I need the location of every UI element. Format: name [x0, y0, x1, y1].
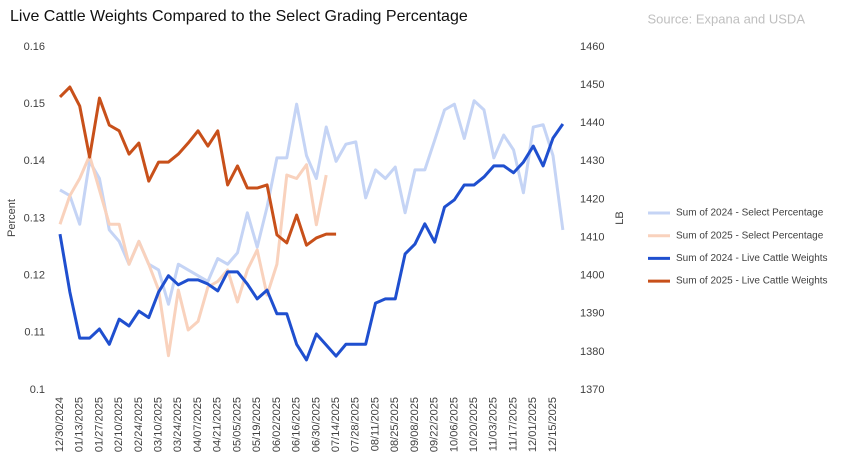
- x-tick-label: 12/30/2024: [54, 397, 66, 452]
- y2-tick-label: 1380: [580, 346, 604, 358]
- x-tick-label: 05/19/2025: [251, 397, 263, 452]
- x-tick-label: 05/05/2025: [231, 397, 243, 452]
- y-tick-label: 0.12: [24, 270, 45, 282]
- y2-tick-label: 1370: [580, 384, 604, 396]
- y-axis-label: Percent: [6, 199, 18, 237]
- legend-label: Sum of 2024 - Live Cattle Weights: [676, 253, 828, 264]
- y-tick-label: 0.11: [24, 327, 45, 339]
- legend-label: Sum of 2025 - Live Cattle Weights: [676, 276, 828, 287]
- y2-axis-label: LB: [614, 211, 626, 224]
- y-tick-label: 0.15: [24, 98, 45, 110]
- x-tick-label: 10/20/2025: [468, 397, 480, 452]
- x-tick-label: 02/24/2025: [133, 397, 145, 452]
- y2-tick-label: 1410: [580, 231, 604, 243]
- y-tick-label: 0.16: [24, 41, 45, 53]
- x-tick-label: 09/08/2025: [409, 397, 421, 452]
- x-tick-label: 11/17/2025: [507, 397, 519, 451]
- x-tick-label: 08/11/2025: [369, 397, 381, 451]
- x-tick-label: 12/15/2025: [547, 397, 559, 452]
- x-tick-label: 02/10/2025: [113, 397, 125, 452]
- y2-tick-label: 1450: [580, 79, 604, 91]
- x-tick-label: 03/24/2025: [172, 397, 184, 452]
- x-tick-label: 04/07/2025: [192, 397, 204, 452]
- y2-tick-label: 1430: [580, 155, 604, 167]
- x-tick-label: 07/14/2025: [330, 397, 342, 452]
- x-tick-label: 10/06/2025: [448, 397, 460, 452]
- series-line: [58, 85, 337, 247]
- y2-tick-label: 1390: [580, 308, 604, 320]
- x-tick-label: 08/25/2025: [389, 397, 401, 452]
- x-tick-label: 12/01/2025: [527, 397, 539, 452]
- y-tick-label: 0.13: [24, 212, 45, 224]
- legend-label: Sum of 2025 - Select Percentage: [676, 230, 824, 241]
- x-tick-label: 06/30/2025: [310, 397, 322, 452]
- y-tick-label: 0.1: [30, 384, 45, 396]
- x-tick-label: 11/03/2025: [488, 397, 500, 451]
- y2-tick-label: 1440: [580, 117, 604, 129]
- chart-title: Live Cattle Weights Compared to the Sele…: [10, 8, 468, 25]
- x-tick-label: 04/21/2025: [212, 397, 224, 452]
- x-tick-label: 01/27/2025: [93, 397, 105, 452]
- y2-tick-label: 1460: [580, 41, 604, 53]
- y2-tick-label: 1400: [580, 270, 604, 282]
- x-tick-label: 01/13/2025: [74, 397, 86, 452]
- x-tick-label: 06/16/2025: [291, 397, 303, 452]
- y-tick-label: 0.14: [24, 155, 45, 167]
- x-tick-label: 03/10/2025: [153, 397, 165, 452]
- y2-tick-label: 1420: [580, 193, 604, 205]
- series-line: [58, 154, 328, 358]
- x-tick-label: 09/22/2025: [429, 397, 441, 452]
- x-tick-label: 06/02/2025: [271, 397, 283, 452]
- series-line: [58, 123, 565, 362]
- legend-label: Sum of 2024 - Select Percentage: [676, 208, 824, 219]
- x-tick-label: 07/28/2025: [350, 397, 362, 452]
- source: Source: Expana and USDA: [647, 11, 805, 26]
